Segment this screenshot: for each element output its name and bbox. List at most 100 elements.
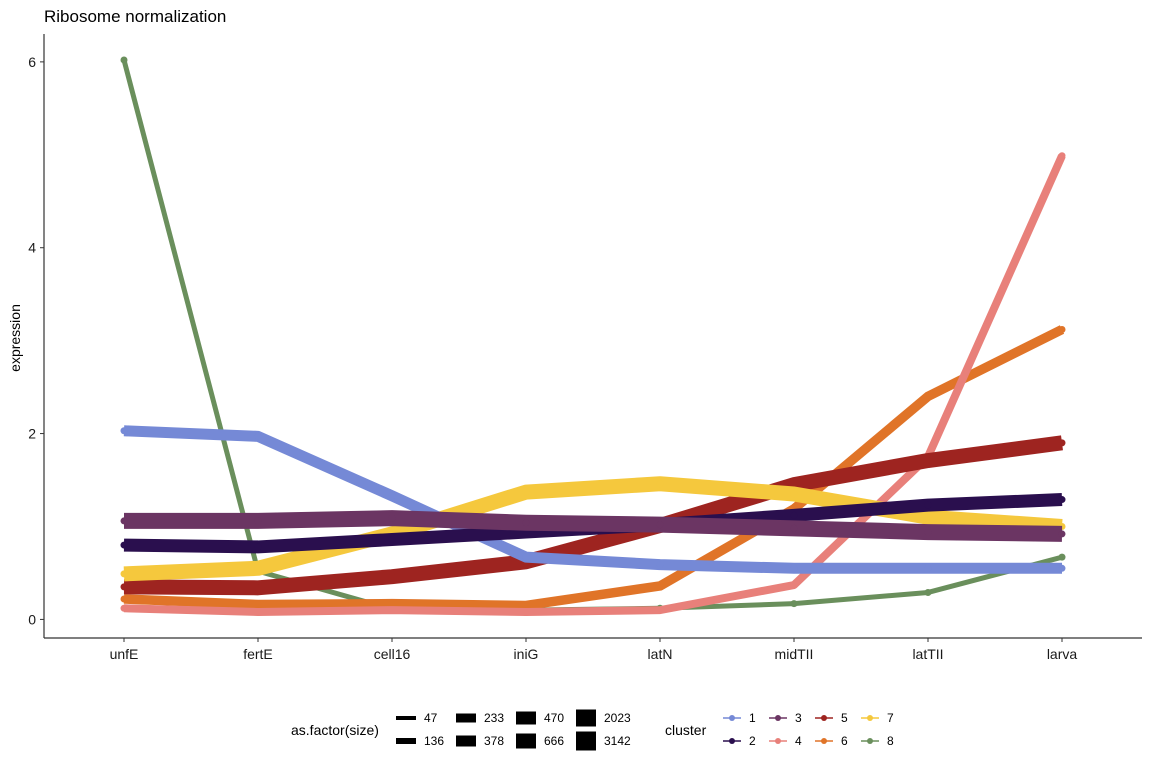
y-tick-label: 2 [28,426,36,442]
cluster-legend-title: cluster [665,722,707,738]
data-point [1058,530,1066,538]
data-point [120,541,128,549]
cluster-legend-point [729,715,735,721]
cluster-legend-label: 4 [795,734,802,748]
size-legend-label: 378 [484,734,504,748]
cluster-legend-point [867,715,873,721]
data-point [522,519,530,527]
data-point [656,606,664,614]
cluster-legend-label: 1 [749,711,756,725]
data-point [1058,564,1066,572]
cluster-legend-label: 6 [841,734,848,748]
data-point [522,488,530,496]
data-point [388,600,396,608]
data-point [254,564,262,572]
size-legend: 47 136 233 378 470 666 2023 3142 [396,709,631,751]
series-line [123,435,1063,596]
series-4 [120,152,1066,616]
series-line [124,510,1063,542]
cluster-legend-point [867,738,873,744]
size-legend-key [396,716,416,720]
data-point [1058,325,1066,333]
y-tick-label: 4 [28,240,36,256]
cluster-legend-point [821,738,827,744]
data-point [924,588,932,596]
data-point [254,517,262,525]
cluster-legend-label: 2 [749,734,756,748]
x-tick-label: latTII [912,646,943,662]
series-line [123,325,1065,611]
data-point [522,553,530,561]
data-point [254,601,262,609]
cluster-legend-point [821,715,827,721]
data-point [790,581,798,589]
data-point [254,543,262,551]
data-point [656,480,664,488]
data-point [790,511,798,519]
data-point [1058,439,1066,447]
y-axis-title: expression [7,304,23,372]
series-1 [120,425,1066,574]
data-point [388,492,396,500]
data-point [924,457,932,465]
series-3 [120,510,1066,542]
size-legend-key [576,731,596,751]
data-point [120,517,128,525]
data-point [120,604,128,612]
axes: 0 2 4 6 unfE fertE cell16 iniG latN midTII latTII l… [28,34,1142,662]
cluster-legend: 1 2 3 4 5 6 7 8 [723,711,894,748]
cluster-legend-point [729,738,735,744]
data-point [656,582,664,590]
data-point [388,573,396,581]
size-legend-label: 666 [544,734,564,748]
cluster-legend-point [775,715,781,721]
data-point [790,524,798,532]
legend: as.factor(size) 471362333784706662023314… [291,709,894,751]
size-legend-key [516,711,536,725]
data-point [924,513,932,521]
chart-title: Ribosome normalization [44,7,226,26]
x-tick-label: unfE [110,646,139,662]
data-point [388,514,396,522]
data-point [790,600,798,608]
data-point [1058,152,1066,160]
data-point [924,501,932,509]
x-tick-label: iniG [514,646,539,662]
cluster-legend-label: 3 [795,711,802,725]
data-point [254,432,262,440]
y-tick-label: 0 [28,611,36,627]
series-5 [120,435,1066,596]
size-legend-key [456,713,476,723]
data-point [924,564,932,572]
data-point [790,564,798,572]
x-tick-label: midTII [775,646,814,662]
data-point [120,427,128,435]
cluster-legend-label: 5 [841,711,848,725]
data-point [656,521,664,529]
x-tick-label: latN [648,646,673,662]
data-point [790,490,798,498]
data-point [120,595,128,603]
data-point [924,528,932,536]
cluster-legend-point [775,738,781,744]
size-legend-label: 2023 [604,711,631,725]
data-point [388,536,396,544]
data-point [254,584,262,592]
size-legend-key [576,709,596,727]
size-legend-key [456,735,476,747]
data-point [924,392,932,400]
series-layer [120,56,1066,616]
x-tick-label: fertE [243,646,273,662]
y-tick-label: 6 [28,54,36,70]
series-line [123,154,1066,616]
data-point [1058,496,1066,504]
size-legend-label: 47 [424,711,438,725]
data-point [254,608,262,616]
size-legend-label: 233 [484,711,504,725]
data-point [388,606,396,614]
x-tick-label: cell16 [374,646,411,662]
data-point [522,601,530,609]
size-legend-label: 3142 [604,734,631,748]
data-point [120,583,128,591]
